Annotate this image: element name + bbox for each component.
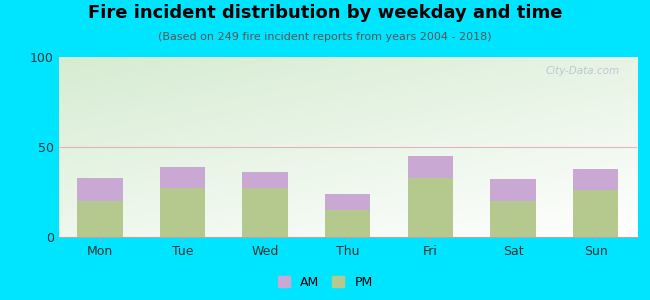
Legend: AM, PM: AM, PM <box>272 271 378 294</box>
Bar <box>242 172 288 188</box>
Bar <box>490 179 536 201</box>
Bar <box>325 210 370 237</box>
Text: Fire incident distribution by weekday and time: Fire incident distribution by weekday an… <box>88 4 562 22</box>
Bar <box>490 201 536 237</box>
Bar <box>77 178 123 201</box>
Bar <box>573 169 618 190</box>
Bar <box>408 156 453 178</box>
Bar <box>77 201 123 237</box>
Text: (Based on 249 fire incident reports from years 2004 - 2018): (Based on 249 fire incident reports from… <box>158 32 492 41</box>
Bar <box>242 188 288 237</box>
Text: City-Data.com: City-Data.com <box>545 66 619 76</box>
Bar <box>408 178 453 237</box>
Bar <box>573 190 618 237</box>
Bar <box>160 188 205 237</box>
Bar <box>160 167 205 188</box>
Bar <box>325 194 370 210</box>
